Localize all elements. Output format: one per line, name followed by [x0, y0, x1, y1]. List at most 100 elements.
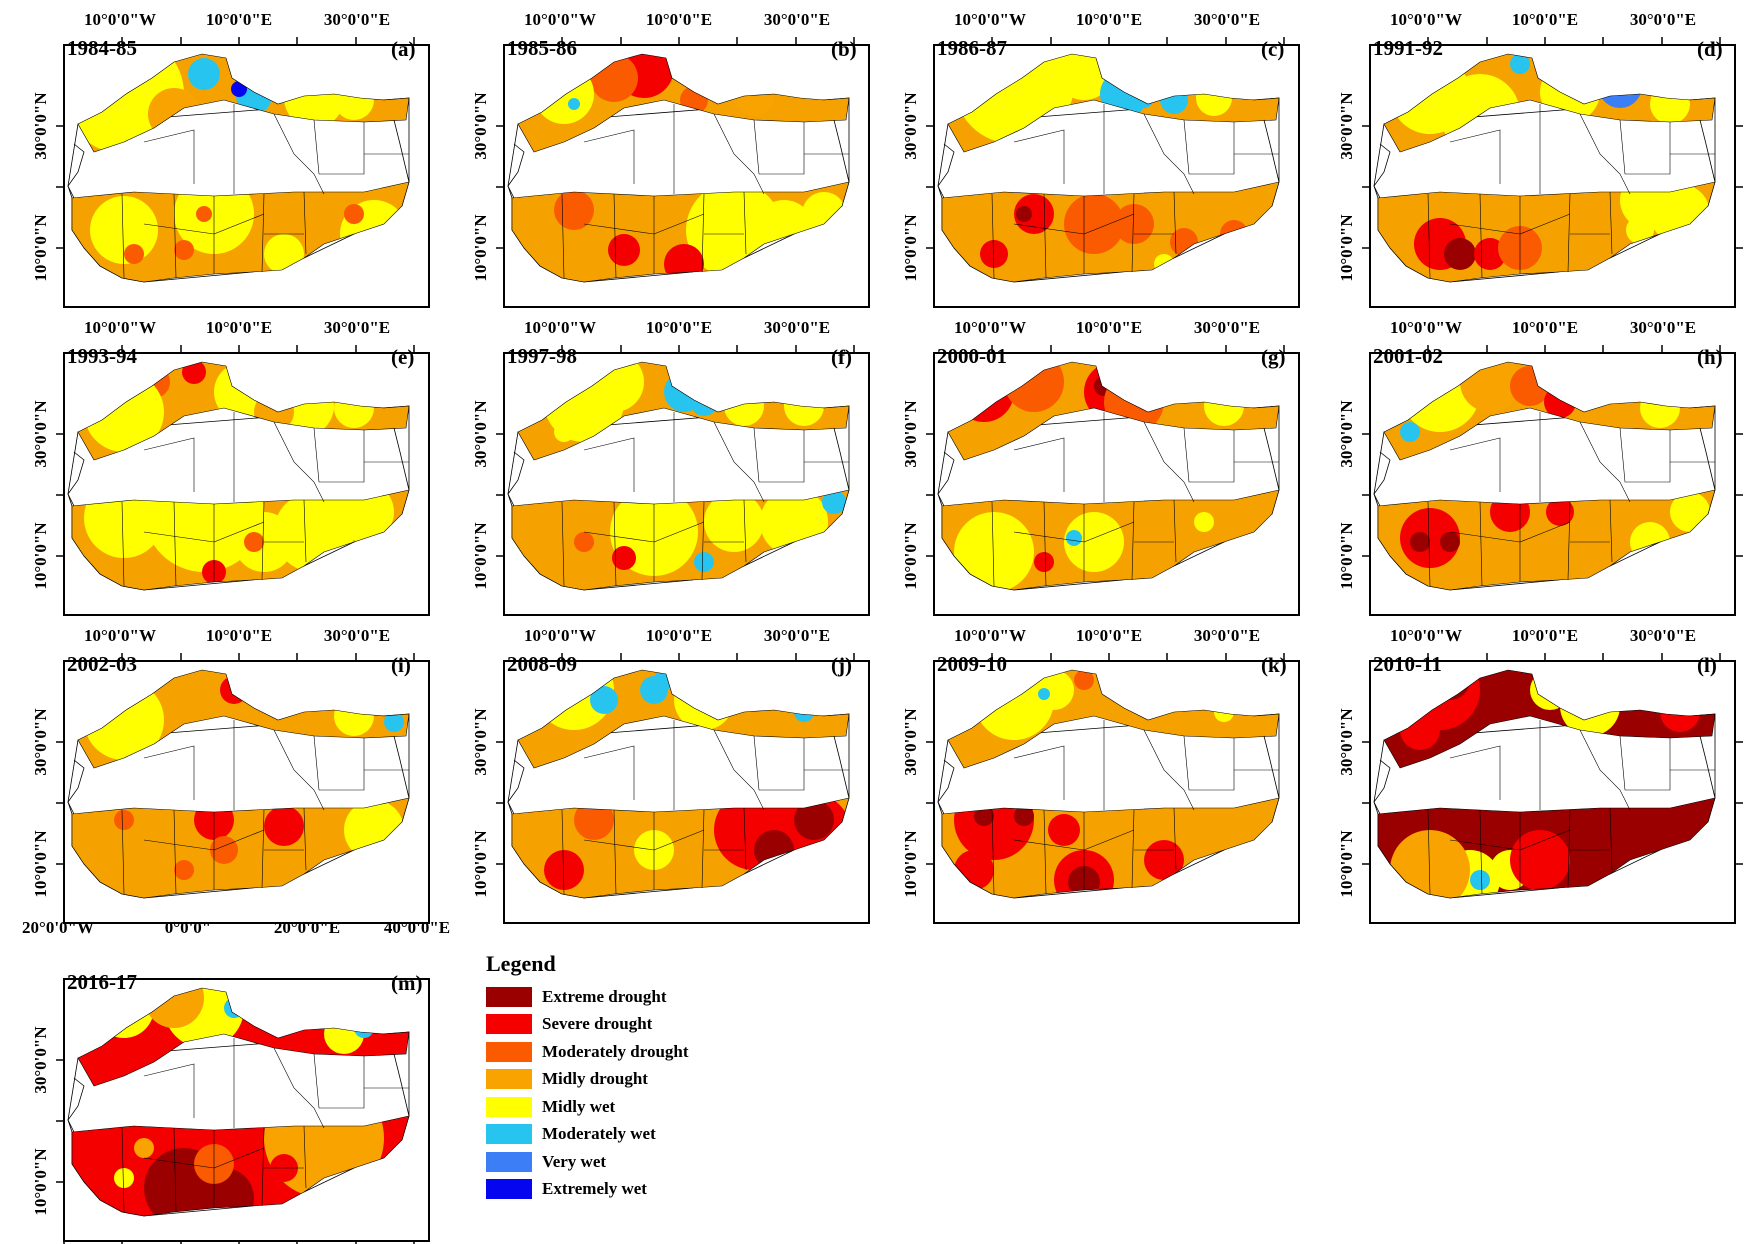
anomaly-patch [354, 1018, 374, 1038]
legend-swatch [486, 1041, 532, 1062]
anomaly-patch [1038, 688, 1050, 700]
latitude-tick-label: 30°0'0"N [31, 400, 50, 468]
panel-letter-label: (c) [1261, 37, 1285, 61]
legend-item: Very wet [486, 1148, 746, 1176]
map-frame [56, 653, 430, 924]
anomaly-patch [590, 54, 638, 102]
longitude-tick-label: 10°0'0"E [1511, 626, 1579, 645]
longitude-tick-label: 10°0'0"W [84, 318, 156, 337]
map-panel-h: 10°0'0"W 10°0'0"E 30°0'0"E 30°0'0"N 10°0'0"N… [1323, 318, 1743, 618]
longitude-tick-label: 10°0'0"W [524, 318, 596, 337]
longitude-tick-label: 30°0'0"E [1629, 318, 1697, 337]
legend-label: Moderately drought [542, 1041, 689, 1061]
longitude-tick-label: 10°0'0"E [1075, 10, 1143, 29]
anomaly-patch [244, 1004, 264, 1024]
anomaly-patch [1660, 692, 1700, 732]
panel-letter-label: (e) [391, 345, 415, 369]
drought-index-map [504, 34, 869, 307]
anomaly-patch [704, 492, 764, 552]
anomaly-patch [1400, 422, 1420, 442]
anomaly-patch [974, 806, 994, 826]
longitude-tick-label: 30°0'0"E [1193, 318, 1261, 337]
latitude-tick-label: 30°0'0"N [901, 400, 920, 468]
anomaly-patch [164, 988, 244, 1048]
drought-index-map [1370, 34, 1735, 307]
drought-index-map [504, 650, 869, 923]
longitude-tick-label: 10°0'0"W [1390, 626, 1462, 645]
legend-swatch [486, 1014, 532, 1035]
longitude-tick-label: 30°0'0"E [1629, 626, 1697, 645]
panel-letter-label: (h) [1697, 345, 1723, 369]
panel-year-label: 1997-98 [507, 344, 577, 368]
longitude-tick-label: 10°0'0"W [954, 318, 1026, 337]
anomaly-patch [1064, 194, 1124, 254]
anomaly-patch [134, 1138, 154, 1158]
map-frame [926, 37, 1300, 308]
drought-index-map [64, 650, 429, 923]
anomaly-patch [1546, 498, 1574, 526]
legend-title: Legend [486, 951, 556, 976]
anomaly-patch [1410, 532, 1430, 552]
anomaly-patch [544, 850, 584, 890]
anomaly-patch [1650, 84, 1690, 124]
latitude-tick-label: 30°0'0"N [471, 92, 490, 160]
anomaly-patch [1066, 530, 1082, 546]
legend-item: Midly drought [486, 1066, 746, 1094]
panel-year-label: 2001-02 [1373, 344, 1443, 368]
map-panel-j: 10°0'0"W 10°0'0"E 30°0'0"E 30°0'0"N 10°0'0"N… [457, 626, 871, 926]
anomaly-patch [794, 702, 814, 722]
panel-letter-label: (g) [1261, 345, 1286, 369]
anomaly-patch [344, 800, 404, 860]
anomaly-patch [334, 696, 374, 736]
anomaly-patch [724, 386, 764, 426]
anomaly-patch [344, 204, 364, 224]
anomaly-patch [1144, 840, 1184, 880]
panel-letter-label: (m) [391, 971, 423, 995]
panel-year-label: 2000-01 [937, 344, 1007, 368]
latitude-tick-label: 10°0'0"N [1337, 830, 1356, 898]
longitude-tick-label: 10°0'0"E [1511, 318, 1579, 337]
longitude-tick-label: 10°0'0"W [524, 10, 596, 29]
anomaly-patch [1204, 386, 1244, 426]
map-frame [496, 653, 870, 924]
panel-letter-label: (k) [1261, 653, 1287, 677]
longitude-tick-label: 20°0'0"E [273, 918, 341, 937]
anomaly-patch [1440, 532, 1460, 552]
anomaly-patch [1134, 88, 1154, 108]
longitude-tick-label: 10°0'0"E [645, 318, 713, 337]
legend-swatch [486, 1179, 532, 1200]
map-frame [56, 37, 430, 308]
drought-index-map [934, 34, 1299, 307]
map-panel-c: 10°0'0"W 10°0'0"E 30°0'0"E 30°0'0"N 10°0'0"N… [887, 10, 1301, 310]
anomaly-patch [554, 190, 594, 230]
panel-letter-label: (j) [831, 653, 852, 677]
panel-letter-label: (a) [391, 37, 416, 61]
anomaly-patch [90, 196, 158, 264]
map-frame [496, 345, 870, 616]
latitude-tick-label: 10°0'0"N [31, 830, 50, 898]
anomaly-patch [1510, 54, 1530, 74]
panel-year-label: 2009-10 [937, 652, 1007, 676]
drought-index-map [934, 650, 1299, 923]
latitude-tick-label: 30°0'0"N [901, 92, 920, 160]
panel-letter-label: (l) [1697, 653, 1717, 677]
latitude-tick-label: 30°0'0"N [31, 92, 50, 160]
drought-index-map [1370, 650, 1735, 923]
legend-swatch [486, 986, 532, 1007]
anomaly-patch [1530, 670, 1570, 710]
legend-item: Extremely wet [486, 1176, 746, 1204]
legend-label: Extreme drought [542, 986, 667, 1006]
latitude-tick-label: 30°0'0"N [31, 1026, 50, 1094]
map-panel-l: 10°0'0"W 10°0'0"E 30°0'0"E 30°0'0"N 10°0'0"N… [1323, 626, 1743, 926]
legend-swatch [486, 1151, 532, 1172]
longitude-tick-label: 30°0'0"E [323, 318, 391, 337]
panel-letter-label: (b) [831, 37, 857, 61]
longitude-tick-label: 10°0'0"E [645, 10, 713, 29]
anomaly-patch [574, 532, 594, 552]
anomaly-patch [1114, 204, 1154, 244]
legend-label: Moderately wet [542, 1124, 656, 1144]
latitude-tick-label: 30°0'0"N [1337, 92, 1356, 160]
longitude-tick-label: 10°0'0"W [954, 626, 1026, 645]
latitude-tick-label: 30°0'0"N [901, 708, 920, 776]
map-panel-i: 10°0'0"W 10°0'0"E 30°0'0"E 30°0'0"N 10°0'0"N… [17, 626, 431, 926]
